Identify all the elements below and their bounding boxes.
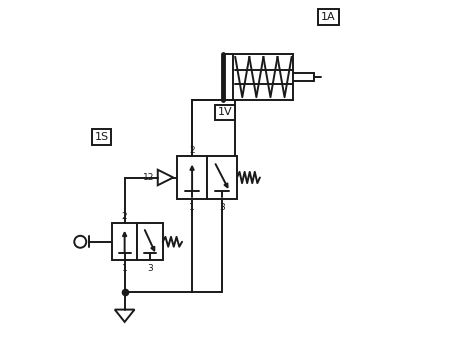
Bar <box>223 54 293 100</box>
Text: 1A: 1A <box>321 12 336 22</box>
Bar <box>177 156 207 199</box>
Text: 1S: 1S <box>94 132 109 142</box>
Bar <box>207 156 237 199</box>
Text: 3: 3 <box>147 264 153 273</box>
Text: 3: 3 <box>219 203 225 212</box>
Bar <box>112 223 137 260</box>
Text: 1V: 1V <box>218 107 232 118</box>
Bar <box>137 223 163 260</box>
Text: 2: 2 <box>122 212 128 222</box>
Text: 12: 12 <box>143 173 155 182</box>
Text: 2: 2 <box>189 146 195 154</box>
Text: 1: 1 <box>189 203 195 212</box>
Text: 1: 1 <box>122 264 128 273</box>
